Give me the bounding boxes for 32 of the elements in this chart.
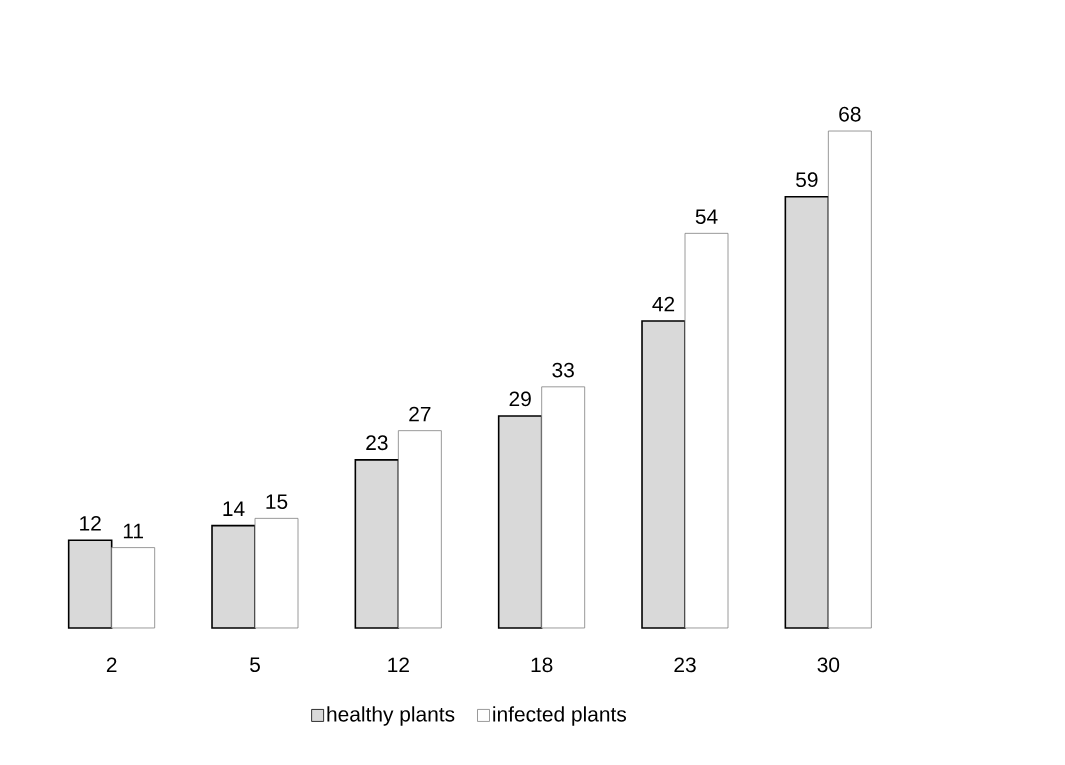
data-label: 27: [409, 406, 431, 422]
x-tick-label: 12: [388, 657, 409, 673]
x-tick-label: 5: [250, 657, 260, 673]
legend-label: infected plants: [493, 706, 627, 726]
bar: [784, 196, 830, 629]
legend-label: healthy plants: [327, 706, 455, 726]
x-tick-label: 2: [106, 657, 117, 673]
data-label: 33: [552, 362, 574, 378]
bar: [641, 320, 686, 629]
x-tick-label: 23: [674, 657, 696, 673]
data-label: 29: [509, 391, 531, 407]
bar: [354, 459, 400, 629]
x-tick-label: 30: [817, 657, 840, 673]
bar: [497, 415, 543, 629]
bar: [684, 232, 729, 629]
data-label: 54: [695, 209, 718, 224]
data-label: 42: [652, 296, 675, 312]
x-tick-label: 18: [531, 657, 553, 673]
bar: [827, 130, 872, 629]
bar: [111, 547, 156, 629]
bar: [254, 517, 299, 629]
bar: [211, 524, 256, 629]
data-label: 11: [123, 523, 144, 539]
data-label: 12: [80, 515, 101, 531]
bar: [541, 386, 586, 629]
data-label: 68: [839, 106, 861, 122]
bar: [397, 430, 442, 629]
data-label: 59: [796, 172, 818, 188]
data-label: 14: [223, 501, 245, 516]
data-label: 23: [366, 435, 388, 451]
bar: [67, 539, 113, 629]
data-label: 15: [266, 494, 288, 509]
